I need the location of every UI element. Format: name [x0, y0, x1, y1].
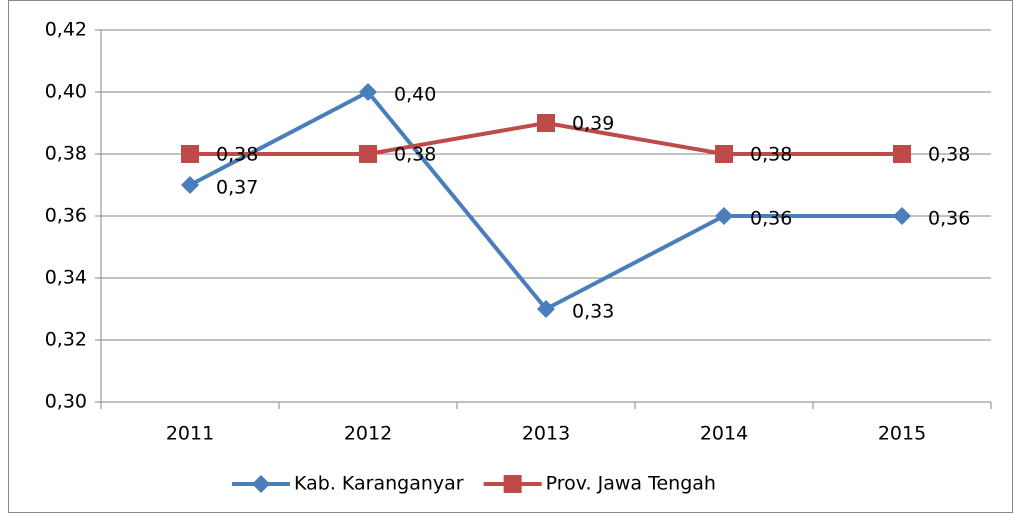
y-tick-label: 0,34 [45, 267, 87, 289]
legend-label: Kab. Karanganyar [294, 473, 464, 495]
data-label: 0,40 [394, 84, 436, 106]
chart-border [8, 0, 1013, 513]
data-label: 0,38 [928, 144, 970, 166]
y-tick-label: 0,42 [45, 19, 87, 41]
data-label: 0,38 [750, 144, 792, 166]
marker [893, 207, 911, 225]
marker [181, 176, 199, 194]
x-tick-label: 2013 [522, 423, 570, 445]
marker [537, 114, 555, 132]
y-tick-label: 0,30 [45, 391, 87, 413]
x-tick-label: 2012 [344, 423, 392, 445]
marker [359, 145, 377, 163]
legend-label: Prov. Jawa Tengah [546, 473, 716, 495]
data-label: 0,37 [216, 177, 258, 199]
data-label: 0,38 [216, 144, 258, 166]
marker [893, 145, 911, 163]
marker [715, 145, 733, 163]
y-tick-label: 0,36 [45, 205, 87, 227]
marker [503, 475, 522, 493]
y-tick-label: 0,38 [45, 143, 87, 165]
marker [537, 300, 555, 318]
marker [252, 475, 270, 493]
data-label: 0,39 [572, 113, 614, 135]
x-tick-label: 2014 [700, 423, 748, 445]
marker [181, 145, 199, 163]
x-tick-label: 2015 [878, 423, 926, 445]
data-label: 0,36 [750, 208, 792, 230]
data-label: 0,33 [572, 301, 614, 323]
marker [359, 83, 377, 101]
y-tick-label: 0,32 [45, 329, 87, 351]
data-label: 0,38 [394, 144, 436, 166]
marker [715, 207, 733, 225]
data-label: 0,36 [928, 208, 970, 230]
y-tick-label: 0,40 [45, 81, 87, 103]
x-tick-label: 2011 [166, 423, 214, 445]
